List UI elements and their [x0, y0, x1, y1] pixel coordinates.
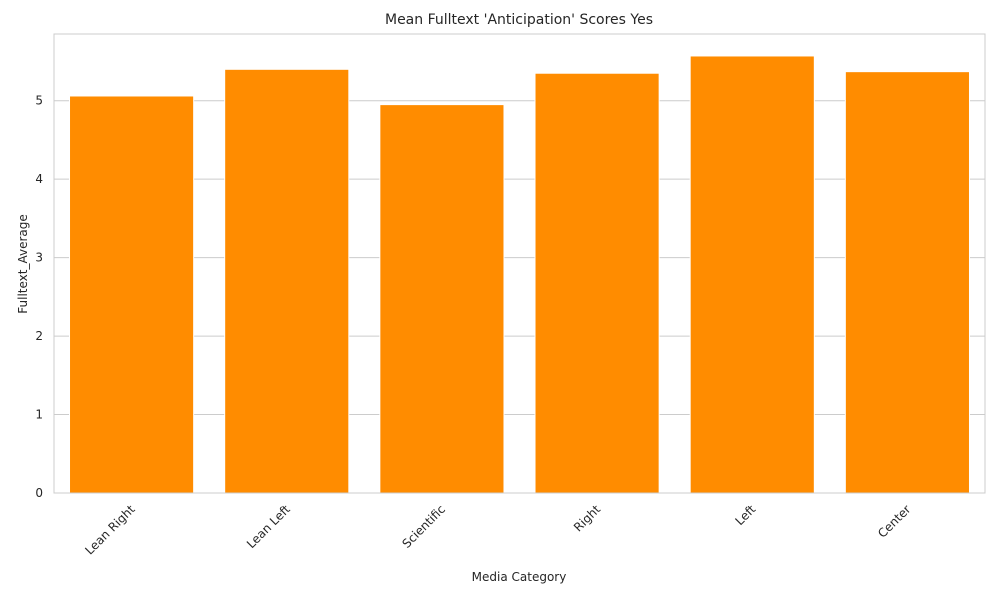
bar-scientific: [379, 104, 505, 494]
y-tick-label: 1: [35, 408, 43, 422]
x-tick-label: Left: [733, 502, 759, 528]
bar-lean-right: [69, 95, 195, 494]
bar-center: [844, 71, 970, 494]
bar-right: [534, 72, 660, 494]
x-tick-label: Scientific: [399, 502, 448, 551]
y-tick-labels: 0 1 2 3 4 5: [35, 94, 43, 500]
plot-frame: [53, 33, 986, 494]
y-tick-label: 4: [35, 172, 43, 186]
x-tick-labels: Lean Right Lean Left Scientific Right Left Ce…: [82, 502, 913, 558]
x-tick-label: Right: [571, 502, 603, 534]
chart-title: Mean Fulltext 'Anticipation' Scores Yes: [385, 12, 653, 28]
bar-lean-left: [224, 68, 350, 494]
y-tick-label: 2: [35, 329, 43, 343]
y-tick-label: 3: [35, 251, 43, 265]
x-tick-label: Lean Left: [244, 502, 293, 551]
bar-left: [689, 55, 815, 494]
x-axis-label: Media Category: [472, 570, 567, 584]
y-axis-label: Fulltext_Average: [16, 214, 30, 313]
x-tick-label: Lean Right: [82, 502, 138, 558]
x-tick-label: Center: [875, 502, 914, 541]
bars: [69, 55, 970, 494]
y-tick-label: 5: [35, 94, 43, 108]
y-tick-label: 0: [35, 486, 43, 500]
